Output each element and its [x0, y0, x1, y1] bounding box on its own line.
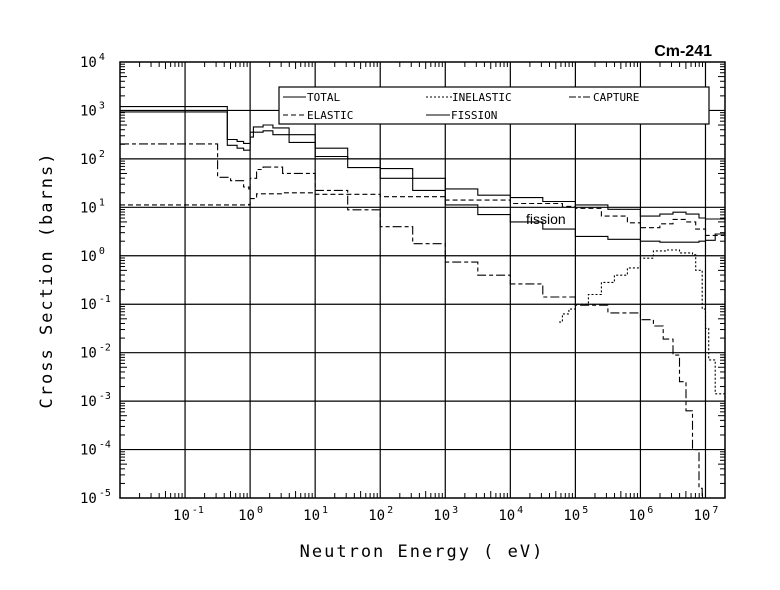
- series-fission: [120, 111, 726, 243]
- x-tick-exp: -1: [192, 505, 204, 516]
- legend-label-elastic: ELASTIC: [307, 109, 353, 122]
- y-tick-exp: -1: [99, 294, 111, 305]
- y-tick-exp: 0: [99, 246, 105, 257]
- x-tick-exp: 5: [582, 505, 588, 516]
- x-tick-base: 10: [628, 508, 645, 524]
- legend-label-capture: CAPTURE: [593, 91, 639, 104]
- x-tick-label: 10 6: [628, 505, 653, 524]
- y-tick-base: 10: [80, 249, 97, 265]
- x-tick-label: 10 4: [498, 505, 523, 524]
- x-tick-exp: 2: [387, 505, 393, 516]
- x-tick-exp: 4: [517, 505, 523, 516]
- x-tick-label: 10 3: [433, 505, 458, 524]
- y-tick-label: 10 -2: [80, 343, 111, 362]
- x-axis-label: Neutron Energy ( eV): [300, 542, 545, 562]
- y-tick-exp: 3: [99, 100, 105, 111]
- y-tick-exp: 2: [99, 149, 105, 160]
- x-tick-label: 10 7: [693, 505, 718, 524]
- x-tick-base: 10: [498, 508, 515, 524]
- legend-label-fission: FISSION: [451, 109, 497, 122]
- y-tick-base: 10: [80, 200, 97, 216]
- y-tick-base: 10: [80, 103, 97, 119]
- y-tick-label: 10 -1: [80, 294, 111, 313]
- y-tick-base: 10: [80, 443, 97, 459]
- y-tick-label: 10 -3: [80, 391, 111, 410]
- x-tick-base: 10: [173, 508, 190, 524]
- y-tick-label: 10 2: [80, 149, 105, 168]
- x-tick-exp: 1: [322, 505, 328, 516]
- x-tick-base: 10: [303, 508, 320, 524]
- legend-box: [278, 86, 710, 125]
- y-tick-label: 10 3: [80, 100, 105, 119]
- x-tick-base: 10: [433, 508, 450, 524]
- x-tick-exp: 6: [647, 505, 653, 516]
- x-tick-labels: 10 -1 10 0 10 1 10 2 10 3 10 4 10 5 10 6 10 7: [173, 505, 718, 524]
- x-tick-base: 10: [693, 508, 710, 524]
- y-tick-base: 10: [80, 55, 97, 71]
- y-tick-base: 10: [80, 152, 97, 168]
- y-tick-base: 10: [80, 394, 97, 410]
- y-axis-label: Cross Section (barns): [37, 152, 57, 409]
- y-tick-label: 10 1: [80, 197, 105, 216]
- series-capture: [120, 143, 703, 498]
- y-tick-exp: -4: [99, 440, 111, 451]
- y-tick-label: 10 -4: [80, 440, 111, 459]
- x-tick-base: 10: [238, 508, 255, 524]
- y-tick-exp: -3: [99, 391, 111, 402]
- x-tick-label: 10 0: [238, 505, 263, 524]
- series-elastic: [120, 192, 726, 236]
- y-tick-label: 10 0: [80, 246, 105, 265]
- y-tick-exp: -2: [99, 343, 111, 354]
- y-tick-label: 10 -5: [80, 488, 111, 507]
- fission-annotation: fission: [526, 211, 566, 227]
- y-tick-exp: -5: [99, 488, 111, 499]
- y-tick-base: 10: [80, 297, 97, 313]
- minor-ticks: [120, 62, 725, 498]
- chart-title: Cm-241: [654, 43, 712, 60]
- x-tick-label: 10 1: [303, 505, 328, 524]
- x-tick-base: 10: [563, 508, 580, 524]
- x-tick-label: 10 -1: [173, 505, 204, 524]
- legend-label-total: TOTAL: [307, 91, 340, 104]
- x-tick-exp: 3: [452, 505, 458, 516]
- y-tick-base: 10: [80, 491, 97, 507]
- y-tick-base: 10: [80, 346, 97, 362]
- plot-frame: [119, 61, 726, 499]
- x-tick-label: 10 2: [368, 505, 393, 524]
- x-tick-exp: 0: [257, 505, 263, 516]
- x-tick-exp: 7: [712, 505, 718, 516]
- x-tick-base: 10: [368, 508, 385, 524]
- x-tick-label: 10 5: [563, 505, 588, 524]
- legend: TOTAL INELASTIC CAPTURE ELASTIC FISSION: [278, 86, 710, 125]
- y-tick-label: 10 4: [80, 52, 105, 71]
- y-tick-exp: 1: [99, 197, 105, 208]
- series-layer: [120, 106, 726, 498]
- y-tick-exp: 4: [99, 52, 105, 63]
- legend-label-inelastic: INELASTIC: [452, 91, 512, 104]
- grid: [120, 62, 725, 498]
- series-inelastic: [559, 249, 726, 402]
